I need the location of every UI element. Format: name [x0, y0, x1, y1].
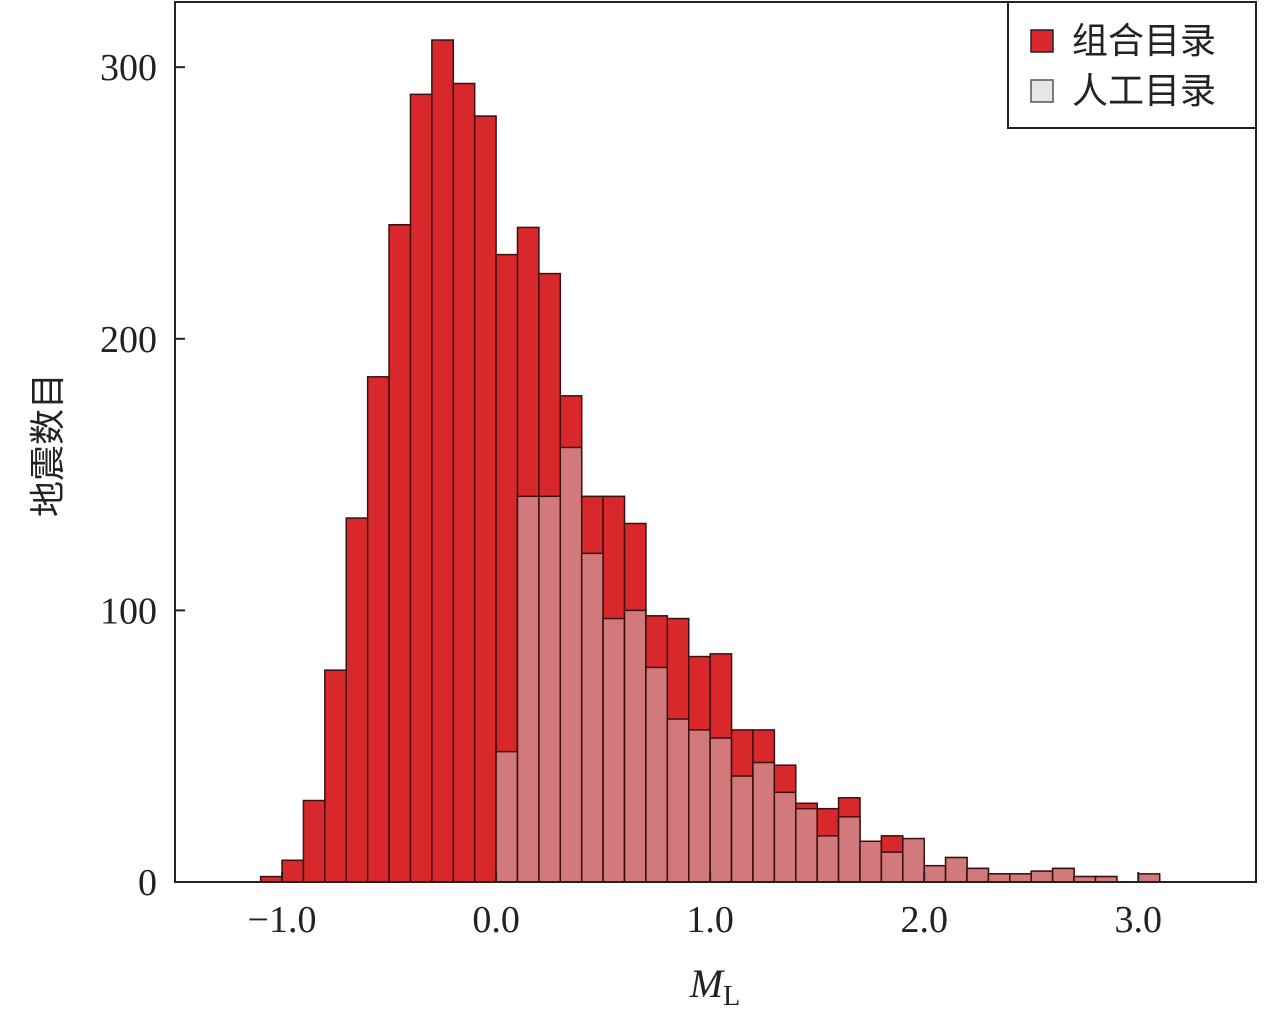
- y-tick-label: 100: [100, 590, 157, 632]
- bar-combined: [473, 115, 497, 883]
- bar-combined: [452, 82, 476, 883]
- bar-manual: [602, 617, 626, 883]
- x-axis-title-main: M: [689, 961, 726, 1006]
- x-tick-label: 1.0: [686, 899, 734, 941]
- bar-combined: [345, 517, 369, 883]
- bar-manual: [902, 837, 925, 883]
- x-tick-label: 0.0: [472, 899, 520, 941]
- legend: 组合目录 人工目录: [1007, 1, 1257, 129]
- y-tick-label: 0: [138, 862, 157, 904]
- bar-combined: [388, 223, 412, 883]
- bar-manual: [752, 761, 776, 883]
- bar-combined: [302, 799, 326, 883]
- bar-manual: [495, 750, 519, 883]
- bar-manual: [1030, 870, 1054, 883]
- bar-manual: [1009, 873, 1032, 883]
- bar-manual: [687, 729, 711, 883]
- bar-combined: [431, 39, 455, 883]
- x-tick-label: −1.0: [248, 899, 317, 941]
- bar-manual: [1137, 873, 1161, 883]
- bar-manual: [1051, 867, 1075, 883]
- bar-manual: [795, 807, 818, 883]
- bar-manual: [880, 851, 904, 883]
- legend-label-combined: 组合目录: [1072, 21, 1216, 62]
- y-tick-label: 300: [100, 47, 157, 89]
- plot-frame: [174, 1, 1257, 883]
- bar-combined: [409, 93, 433, 883]
- bar-manual: [580, 552, 604, 883]
- bar-manual: [623, 609, 647, 883]
- bar-manual: [559, 446, 583, 883]
- bars-layer: [259, 39, 1161, 883]
- bar-manual: [709, 737, 733, 883]
- legend-swatch-manual: [1030, 79, 1054, 103]
- legend-swatch-combined: [1030, 29, 1054, 53]
- y-tick-label: 200: [100, 319, 157, 361]
- bar-manual: [773, 791, 797, 883]
- bar-manual: [666, 718, 690, 883]
- x-axis-title-subscript: L: [723, 981, 740, 1012]
- bar-combined: [324, 669, 347, 883]
- bar-manual: [837, 816, 861, 883]
- bar-manual: [859, 840, 883, 883]
- x-axis-ticks: −1.0 0.0 1.0 2.0 3.0: [248, 872, 1162, 941]
- x-tick-label: 3.0: [1115, 899, 1163, 941]
- bar-combined: [366, 376, 390, 883]
- y-axis-ticks: 0 100 200 300: [100, 47, 185, 904]
- legend-label-manual: 人工目录: [1072, 71, 1216, 112]
- bar-manual: [966, 867, 990, 883]
- x-tick-label: 2.0: [900, 899, 948, 941]
- bar-manual: [516, 495, 540, 883]
- x-axis-title: ML: [689, 961, 740, 1012]
- bar-manual: [538, 495, 562, 883]
- bar-manual: [645, 666, 669, 883]
- y-axis-title: 地震数目: [28, 373, 69, 517]
- bar-manual: [923, 864, 947, 883]
- bar-manual: [816, 835, 840, 883]
- bar-manual: [987, 873, 1011, 883]
- bar-manual: [730, 775, 754, 883]
- bar-manual: [944, 856, 968, 883]
- bar-combined: [281, 859, 305, 883]
- legend-box: [1007, 1, 1257, 129]
